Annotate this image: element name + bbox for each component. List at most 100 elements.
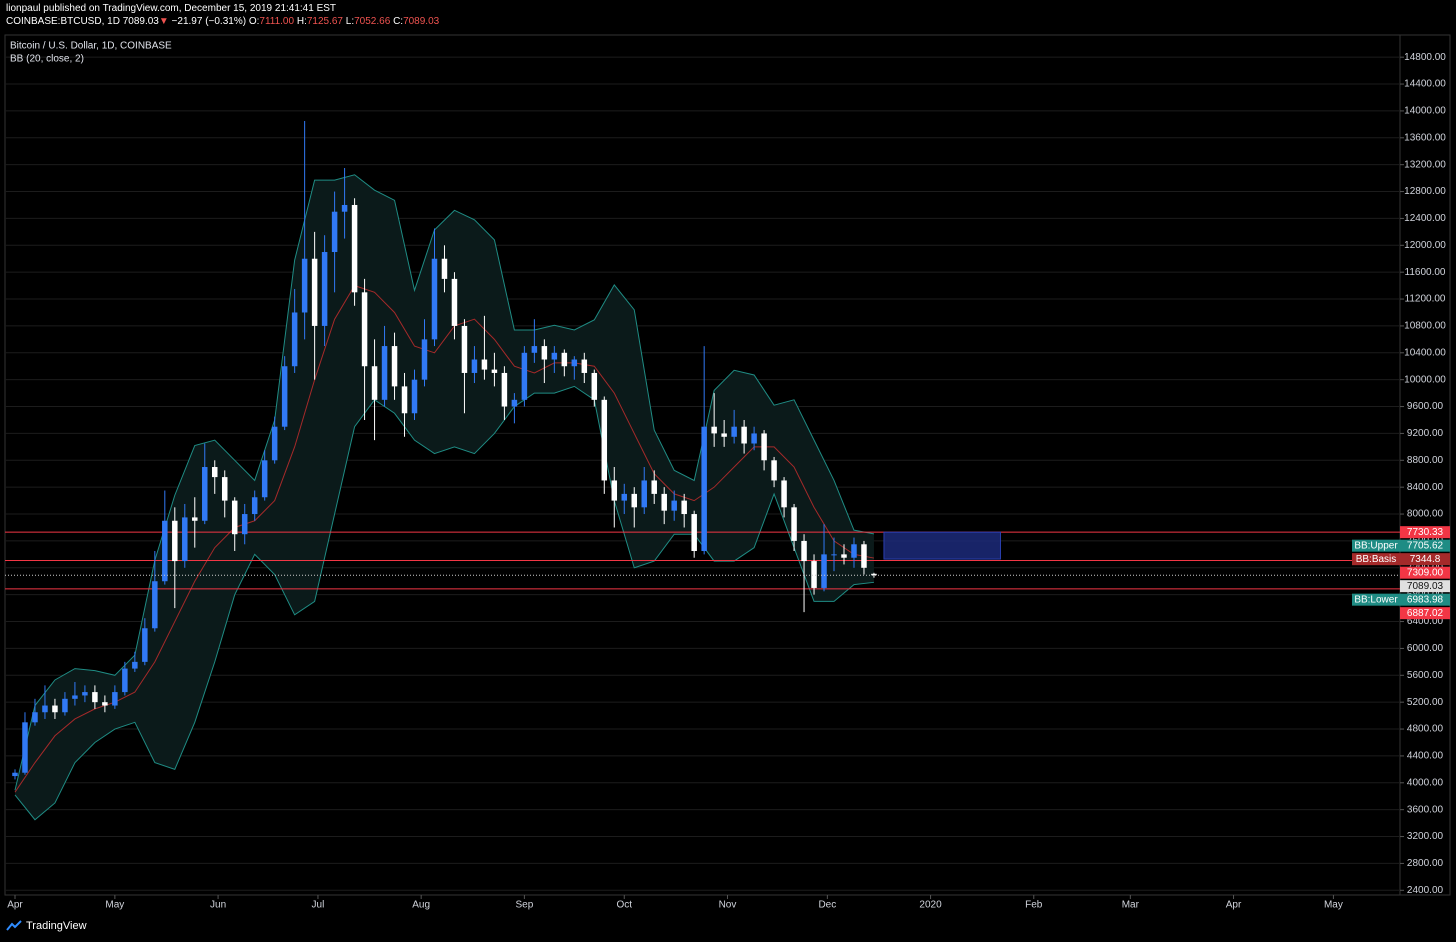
y-tick-label: 10000.00 [1404,374,1446,385]
candle-body [112,692,118,706]
candle-body [501,372,508,407]
ohlc-key: O: [248,16,260,27]
candle-body [72,695,78,699]
candle-body [102,702,108,706]
candle-body [631,493,637,508]
candle-body [871,573,877,576]
candle-body [751,433,757,444]
x-tick-label: Feb [1025,900,1043,911]
header: lionpaul published on TradingView.com, D… [6,2,439,28]
candle-body [251,497,258,515]
candle-body [331,211,338,253]
candle-body [641,480,647,508]
band-value-badge [1400,539,1450,552]
candle-body [721,433,727,437]
x-tick-label: Sep [515,900,533,911]
candle-body [22,722,28,773]
candle-body [781,480,787,508]
candle-body [281,366,288,427]
candle-body [741,426,747,444]
candle-body [132,661,138,669]
change-arrow: ▼ [158,16,169,27]
candle-body [311,258,318,326]
candle-body [451,278,458,326]
band-value: 7705.62 [1407,540,1444,551]
quote-row: COINBASE:BTCUSD, 1D 7089.03▼ −21.97 (−0.… [6,15,439,28]
candle-body [52,705,58,713]
x-tick-label: Mar [1122,900,1140,911]
candle-body [172,520,178,562]
candle-body [321,252,328,326]
candle-body [561,352,568,367]
candle-body [122,668,128,693]
candle-body [611,480,618,501]
x-tick-label: Jul [312,900,325,911]
candle-body [92,692,98,703]
candle-body [32,712,38,723]
candle-body [681,500,687,515]
last-price: 7089.03 [122,16,159,27]
byline-row: lionpaul published on TradingView.com, D… [6,2,439,15]
candle-body [431,258,438,340]
band-name-badge [1352,593,1400,606]
change: −21.97 (−0.31%) [171,16,247,27]
candle-body [541,346,548,360]
x-tick-label: Apr [7,900,23,911]
band-value-badge [1400,553,1450,566]
y-tick-label: 4000.00 [1407,777,1444,788]
band-value: 7344.8 [1410,554,1441,565]
marks [5,121,1400,821]
x-tick-label: Nov [719,900,737,911]
brand: TradingView [26,920,87,932]
band-line [14,385,875,821]
y-tick-label: 6000.00 [1407,643,1444,654]
candle-body [571,359,578,367]
footer: TradingView [6,920,87,932]
candle-body [491,369,498,373]
candle-body [411,379,418,414]
y-tick-label: 4400.00 [1407,751,1444,762]
candle-body [671,500,677,511]
candle-body [391,346,398,387]
candle-body [621,493,628,501]
candle-body [661,493,667,511]
logo [6,920,22,931]
candle-body [341,204,348,212]
candle-body [182,517,188,562]
candle-body [511,399,518,407]
byline: lionpaul published on TradingView.com, D… [6,3,337,14]
indicator-label: BB (20, close, 2) [10,54,84,65]
y-tick-label: 14400.00 [1404,79,1446,90]
candle-body [761,433,767,461]
candle-body [521,352,528,400]
candle-body [481,359,488,370]
candle-body [711,426,717,434]
chart: 2400.00 2800.00 3200.00 3600.00 4000.00 4400.… [4,34,1451,911]
ohlc-value: 7052.66 [354,16,391,27]
candle-body [82,692,88,696]
candle-body [651,480,657,494]
x-tick-label: Oct [616,900,632,911]
ohlc-key: C: [393,16,404,27]
y-tick-label: 13200.00 [1404,159,1446,170]
y-tick-label: 8800.00 [1407,455,1444,466]
candle-body [461,325,468,373]
candle-body [731,426,737,437]
y-tick-label: 2800.00 [1407,858,1444,869]
candle-body [551,352,558,360]
candle-body [271,426,278,461]
y-tick-label: 10800.00 [1404,321,1446,332]
band-name: BB:Lower [1354,594,1398,605]
band-line [14,285,875,793]
y-tick-label: 3200.00 [1407,831,1444,842]
candle-body [421,339,428,380]
axes: 2400.00 2800.00 3200.00 3600.00 4000.00 4400.… [7,52,1450,911]
candle-body [351,204,358,293]
candle-body [701,426,707,551]
candle-body [162,520,168,582]
y-tick-label: 9600.00 [1407,401,1444,412]
level-badge [1400,566,1450,579]
x-tick-label: Jun [210,900,226,911]
band-value: 6983.98 [1407,594,1444,605]
